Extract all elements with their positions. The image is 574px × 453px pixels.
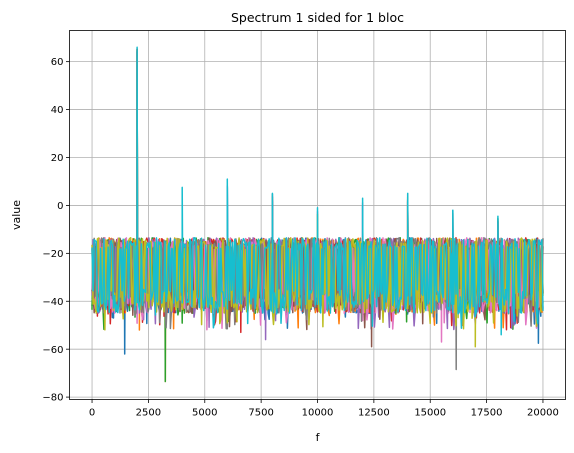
x-tick-label: 0 <box>89 408 95 419</box>
y-tick-label: 40 <box>51 105 64 116</box>
chart-title: Spectrum 1 sided for 1 bloc <box>231 10 404 25</box>
y-tick-label: −40 <box>42 297 63 308</box>
series-line-10 <box>91 46 544 336</box>
x-tick-label: 15000 <box>414 408 446 419</box>
x-axis-label: f <box>316 431 321 444</box>
x-tick-label: 7500 <box>248 408 273 419</box>
x-tick-label: 20000 <box>527 408 559 419</box>
series-group <box>91 46 544 383</box>
x-tick-label: 2500 <box>136 408 161 419</box>
x-axis-ticks: 0 2500 5000 7500 10000 12500 15000 17500 20000 <box>89 399 559 419</box>
y-tick-label: −60 <box>42 345 63 356</box>
y-tick-label: 60 <box>51 57 64 68</box>
y-axis-label: value <box>10 200 23 230</box>
x-tick-label: 10000 <box>302 408 334 419</box>
y-tick-label: −80 <box>42 393 63 404</box>
y-tick-label: 0 <box>57 201 63 212</box>
x-tick-label: 17500 <box>471 408 503 419</box>
y-tick-label: −20 <box>42 249 63 260</box>
x-tick-label: 5000 <box>192 408 217 419</box>
y-tick-label: 20 <box>51 153 64 164</box>
x-tick-label: 12500 <box>358 408 390 419</box>
y-axis-ticks: −80 −60 −40 −20 0 20 40 60 <box>42 57 70 404</box>
